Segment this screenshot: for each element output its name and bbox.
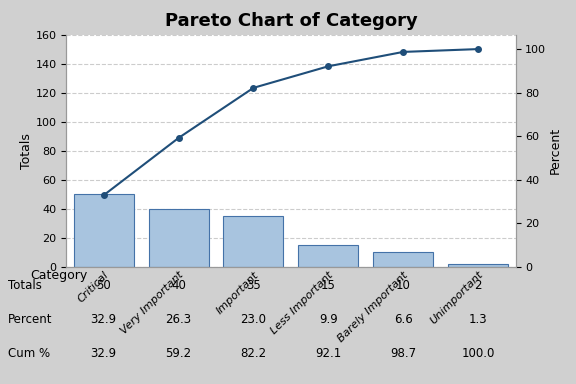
Bar [149, 209, 209, 267]
Title: Pareto Chart of Category: Pareto Chart of Category [165, 12, 417, 30]
Text: 98.7: 98.7 [390, 347, 416, 360]
Y-axis label: Totals: Totals [20, 133, 33, 169]
Bar [373, 252, 433, 267]
Bar [74, 194, 134, 267]
Text: 59.2: 59.2 [165, 347, 192, 360]
Text: 92.1: 92.1 [315, 347, 342, 360]
Text: 6.6: 6.6 [394, 313, 412, 326]
Text: 10: 10 [396, 280, 411, 292]
Text: Totals: Totals [8, 280, 41, 292]
Text: 15: 15 [321, 280, 336, 292]
Text: 2: 2 [474, 280, 482, 292]
Bar [223, 216, 283, 267]
Bar [298, 245, 358, 267]
Text: Category: Category [31, 269, 88, 282]
Text: 82.2: 82.2 [240, 347, 267, 360]
Y-axis label: Percent: Percent [549, 127, 562, 174]
Text: Cum %: Cum % [8, 347, 50, 360]
Text: Percent: Percent [8, 313, 52, 326]
Text: 26.3: 26.3 [165, 313, 192, 326]
Text: 32.9: 32.9 [90, 347, 117, 360]
Text: 40: 40 [171, 280, 186, 292]
Text: 23.0: 23.0 [240, 313, 267, 326]
Text: 100.0: 100.0 [461, 347, 495, 360]
Text: 1.3: 1.3 [469, 313, 487, 326]
Text: 50: 50 [96, 280, 111, 292]
Text: 9.9: 9.9 [319, 313, 338, 326]
Text: 32.9: 32.9 [90, 313, 117, 326]
Bar [448, 264, 508, 267]
Text: 35: 35 [246, 280, 261, 292]
